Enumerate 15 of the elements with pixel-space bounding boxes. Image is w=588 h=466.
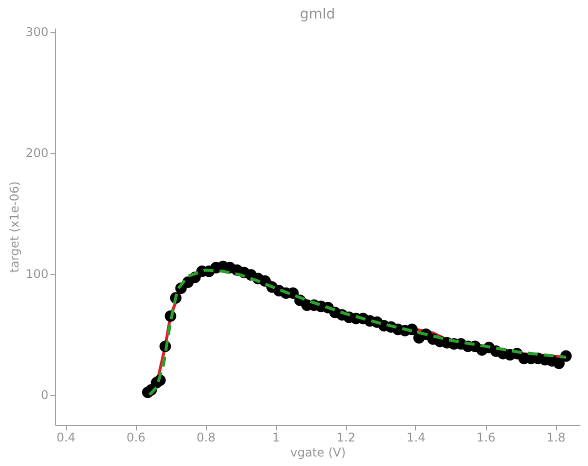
x-tick-label: 1.4 (406, 430, 426, 444)
y-axis-title: target (x1e-06) (8, 181, 22, 273)
x-axis-title: vgate (V) (290, 446, 346, 460)
x-tick-label: 1.6 (476, 430, 496, 444)
x-tick-label: 1.2 (336, 430, 356, 444)
x-tick-label: 1.8 (546, 430, 566, 444)
y-tick-label: 200 (26, 146, 48, 160)
y-tick-label: 300 (26, 25, 48, 40)
x-tick-label: 0.6 (126, 430, 146, 444)
x-tick-label: 0.8 (196, 430, 216, 444)
x-tick-label: 1 (272, 430, 280, 444)
y-tick-label: 0 (40, 388, 48, 402)
chart-title: gmld (300, 6, 336, 23)
x-tick-label: 0.4 (56, 430, 76, 444)
y-tick-label: 100 (26, 267, 48, 282)
